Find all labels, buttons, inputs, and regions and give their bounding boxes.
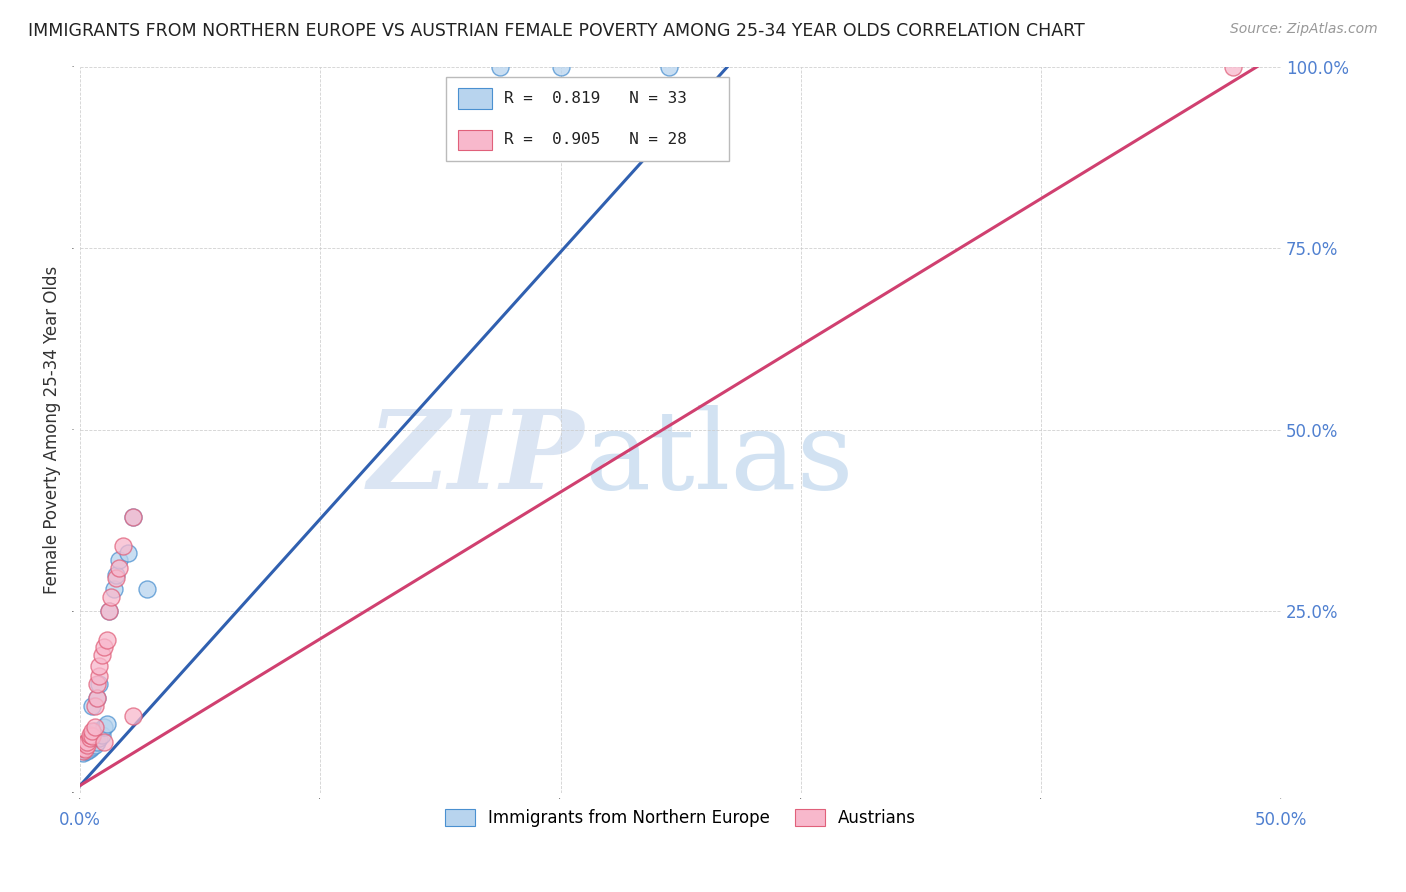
Point — [90, 648, 112, 662]
Point — [79, 731, 101, 746]
Point — [76, 739, 98, 753]
Legend: Immigrants from Northern Europe, Austrians: Immigrants from Northern Europe, Austria… — [436, 800, 925, 835]
Text: R =  0.905   N = 28: R = 0.905 N = 28 — [505, 132, 688, 147]
Point — [82, 729, 104, 743]
Point — [82, 731, 104, 746]
Point — [83, 698, 105, 713]
Point — [82, 723, 104, 738]
Point — [136, 582, 159, 597]
Text: atlas: atlas — [585, 405, 855, 512]
Point — [76, 743, 98, 757]
Text: Source: ZipAtlas.com: Source: ZipAtlas.com — [1230, 22, 1378, 37]
Point — [82, 739, 104, 754]
FancyBboxPatch shape — [458, 88, 492, 109]
Point — [98, 604, 121, 618]
Point — [73, 739, 96, 754]
Point — [79, 735, 101, 749]
Point — [72, 743, 94, 757]
Point — [122, 509, 145, 524]
Point — [117, 546, 139, 560]
Point — [72, 739, 94, 753]
Text: 0.0%: 0.0% — [59, 811, 101, 829]
Point — [73, 742, 96, 756]
Text: 50.0%: 50.0% — [1254, 811, 1308, 829]
FancyBboxPatch shape — [458, 129, 492, 150]
Point — [83, 723, 105, 738]
Point — [107, 560, 129, 574]
Point — [73, 742, 96, 756]
Text: IMMIGRANTS FROM NORTHERN EUROPE VS AUSTRIAN FEMALE POVERTY AMONG 25-34 YEAR OLDS: IMMIGRANTS FROM NORTHERN EUROPE VS AUSTR… — [28, 22, 1085, 40]
Point — [93, 720, 115, 734]
Point — [79, 728, 101, 742]
Point — [112, 539, 135, 553]
Point — [489, 60, 512, 74]
Point — [73, 743, 96, 757]
Point — [72, 740, 94, 755]
Point — [89, 731, 111, 746]
Point — [86, 735, 108, 749]
Point — [76, 735, 98, 749]
Point — [89, 677, 111, 691]
Point — [103, 582, 125, 597]
Point — [98, 604, 121, 618]
Point — [89, 669, 111, 683]
Y-axis label: Female Poverty Among 25-34 Year Olds: Female Poverty Among 25-34 Year Olds — [44, 266, 60, 594]
Text: ZIP: ZIP — [368, 405, 585, 512]
Point — [79, 742, 101, 756]
Point — [76, 739, 98, 753]
Point — [82, 698, 104, 713]
Point — [89, 658, 111, 673]
Point — [73, 736, 96, 750]
Point — [658, 60, 681, 74]
Point — [96, 716, 118, 731]
Point — [93, 735, 115, 749]
Point — [93, 640, 115, 655]
Text: R =  0.819   N = 33: R = 0.819 N = 33 — [505, 91, 688, 106]
Point — [72, 746, 94, 760]
Point — [86, 691, 108, 706]
Point — [105, 572, 128, 586]
Point — [550, 60, 572, 74]
Point — [100, 590, 122, 604]
Bar — [447, 78, 728, 161]
Point — [105, 567, 128, 582]
Point — [96, 633, 118, 648]
Point — [79, 739, 101, 753]
Point — [107, 553, 129, 567]
Point — [1222, 60, 1244, 74]
Point — [90, 728, 112, 742]
Point — [122, 509, 145, 524]
Point — [86, 677, 108, 691]
Point — [122, 709, 145, 723]
Point — [76, 740, 98, 755]
Point — [83, 739, 105, 753]
Point — [83, 720, 105, 734]
Point — [86, 691, 108, 706]
